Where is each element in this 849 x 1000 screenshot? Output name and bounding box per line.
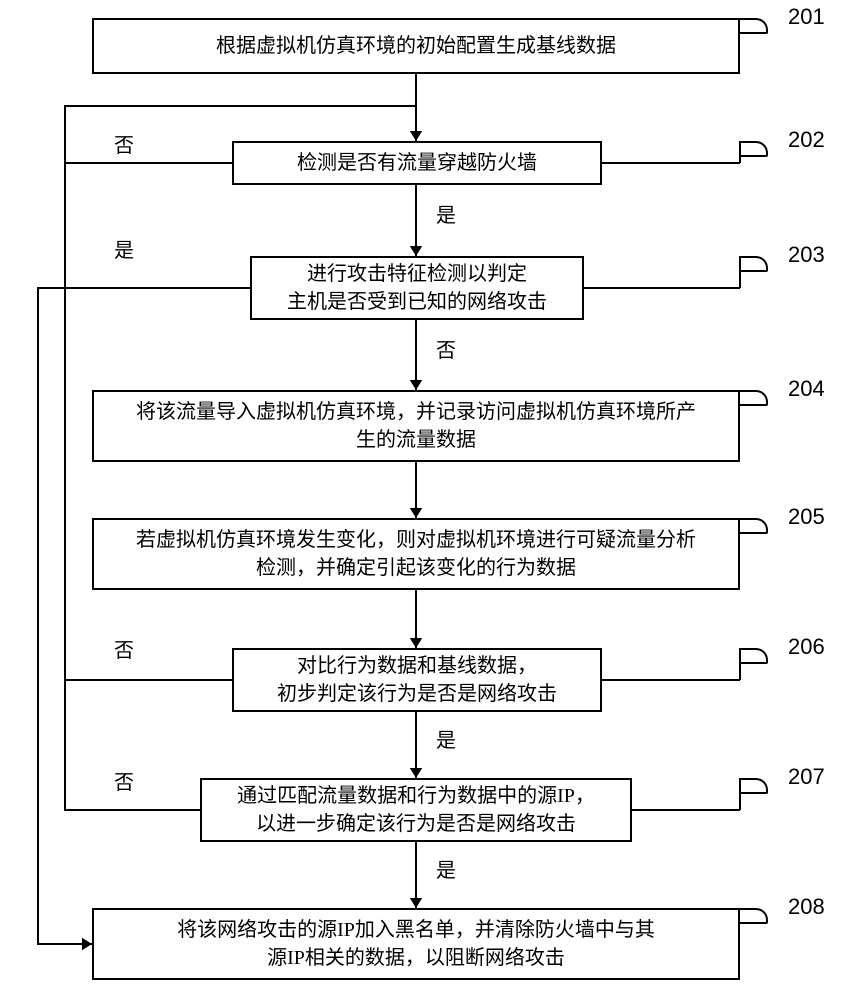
step-notch-208 — [740, 908, 768, 924]
edge-label-203-yes: 是 — [112, 234, 136, 263]
step-202-text: 检测是否有流量穿越防火墙 — [297, 149, 537, 177]
step-label-202: 202 — [788, 127, 825, 153]
step-notch-207 — [740, 778, 768, 794]
flowchart-container: 根据虚拟机仿真环境的初始配置生成基线数据 检测是否有流量穿越防火墙 进行攻击特征… — [0, 0, 849, 1000]
edge-label-202-yes: 是 — [434, 199, 458, 228]
step-201: 根据虚拟机仿真环境的初始配置生成基线数据 — [92, 18, 740, 74]
step-notch-202 — [740, 141, 768, 157]
arrow-e201_202 — [410, 131, 423, 141]
step-206-text: 对比行为数据和基线数据，初步判定该行为是否是网络攻击 — [277, 652, 557, 708]
step-notch-203 — [740, 256, 768, 272]
arrow-e203_yes_208 — [82, 938, 92, 951]
arrow-e206_207 — [410, 768, 423, 778]
edge-label-202-no: 否 — [112, 129, 136, 158]
edge-label-206-no: 否 — [112, 634, 136, 663]
step-label-203: 203 — [788, 242, 825, 268]
step-201-text: 根据虚拟机仿真环境的初始配置生成基线数据 — [216, 32, 616, 60]
step-label-208: 208 — [788, 894, 825, 920]
arrow-e202_203 — [410, 246, 423, 256]
step-notch-206 — [740, 648, 768, 664]
step-notch-204 — [740, 390, 768, 406]
edge-label-203-no: 否 — [434, 334, 458, 363]
step-203: 进行攻击特征检测以判定主机是否受到已知的网络攻击 — [250, 256, 584, 320]
step-205: 若虚拟机仿真环境发生变化，则对虚拟机环境进行可疑流量分析检测，并确定引起该变化的… — [92, 518, 740, 590]
edge-label-207-yes: 是 — [434, 854, 458, 883]
arrow-e207_208 — [410, 898, 423, 908]
edge-label-207-no: 否 — [112, 766, 136, 795]
step-label-205: 205 — [788, 504, 825, 530]
step-notch-201 — [740, 18, 768, 34]
edge-e203_yes_208 — [38, 288, 250, 944]
step-label-207: 207 — [788, 764, 825, 790]
step-204: 将该流量导入虚拟机仿真环境，并记录访问虚拟机仿真环境所产生的流量数据 — [92, 390, 740, 462]
step-207: 通过匹配流量数据和行为数据中的源IP，以进一步确定该行为是否是网络攻击 — [200, 778, 632, 842]
step-203-text: 进行攻击特征检测以判定主机是否受到已知的网络攻击 — [287, 260, 547, 316]
arrow-e203_204 — [410, 380, 423, 390]
step-206: 对比行为数据和基线数据，初步判定该行为是否是网络攻击 — [232, 648, 602, 712]
step-notch-205 — [740, 518, 768, 534]
step-205-text: 若虚拟机仿真环境发生变化，则对虚拟机环境进行可疑流量分析检测，并确定引起该变化的… — [136, 526, 696, 582]
arrow-e205_206 — [410, 638, 423, 648]
step-207-text: 通过匹配流量数据和行为数据中的源IP，以进一步确定该行为是否是网络攻击 — [237, 782, 595, 838]
step-208: 将该网络攻击的源IP加入黑名单，并清除防火墙中与其源IP相关的数据，以阻断网络攻… — [92, 908, 740, 980]
step-202: 检测是否有流量穿越防火墙 — [232, 141, 602, 185]
step-label-204: 204 — [788, 376, 825, 402]
step-label-201: 201 — [788, 4, 825, 30]
edge-label-206-yes: 是 — [434, 724, 458, 753]
step-208-text: 将该网络攻击的源IP加入黑名单，并清除防火墙中与其源IP相关的数据，以阻断网络攻… — [177, 916, 655, 972]
step-204-text: 将该流量导入虚拟机仿真环境，并记录访问虚拟机仿真环境所产生的流量数据 — [136, 398, 696, 454]
arrow-e204_205 — [410, 508, 423, 518]
step-label-206: 206 — [788, 634, 825, 660]
